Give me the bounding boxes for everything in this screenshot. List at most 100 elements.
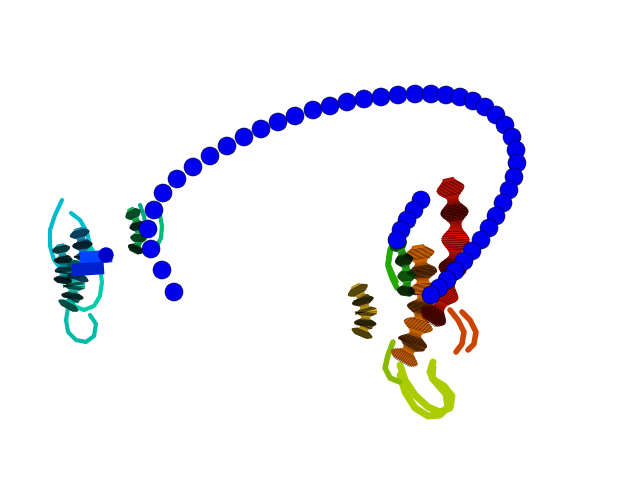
Polygon shape — [352, 328, 372, 338]
Polygon shape — [57, 276, 69, 278]
Polygon shape — [52, 247, 70, 252]
Polygon shape — [59, 265, 68, 267]
Polygon shape — [351, 283, 361, 289]
Polygon shape — [348, 286, 367, 296]
Polygon shape — [437, 283, 457, 293]
Polygon shape — [412, 316, 428, 320]
Polygon shape — [414, 315, 427, 319]
Polygon shape — [401, 285, 412, 288]
Polygon shape — [392, 237, 399, 241]
Polygon shape — [355, 312, 376, 314]
Polygon shape — [75, 268, 90, 273]
Polygon shape — [436, 184, 464, 193]
Polygon shape — [73, 264, 92, 268]
Polygon shape — [77, 271, 85, 275]
Polygon shape — [136, 231, 142, 233]
Polygon shape — [399, 287, 414, 290]
Polygon shape — [131, 237, 147, 240]
Circle shape — [472, 231, 490, 249]
Polygon shape — [407, 333, 422, 339]
Polygon shape — [129, 249, 140, 254]
Polygon shape — [56, 244, 65, 246]
Polygon shape — [131, 238, 147, 240]
Circle shape — [286, 107, 304, 125]
Polygon shape — [438, 267, 466, 275]
Polygon shape — [349, 287, 367, 296]
Polygon shape — [63, 285, 84, 289]
Polygon shape — [132, 227, 145, 230]
Polygon shape — [440, 282, 456, 290]
Polygon shape — [125, 209, 139, 216]
Polygon shape — [442, 177, 454, 181]
Polygon shape — [70, 272, 88, 280]
Polygon shape — [353, 300, 373, 305]
Polygon shape — [68, 279, 78, 281]
Polygon shape — [355, 328, 371, 335]
Polygon shape — [432, 287, 458, 300]
Polygon shape — [54, 279, 72, 283]
Polygon shape — [412, 283, 435, 287]
Polygon shape — [358, 319, 372, 320]
Polygon shape — [415, 298, 431, 302]
Polygon shape — [352, 329, 372, 338]
Circle shape — [154, 184, 172, 202]
Polygon shape — [64, 296, 80, 303]
Polygon shape — [134, 242, 143, 243]
Polygon shape — [79, 250, 88, 252]
Polygon shape — [60, 261, 79, 267]
Polygon shape — [396, 256, 412, 261]
Polygon shape — [76, 271, 85, 275]
Polygon shape — [130, 222, 145, 227]
Polygon shape — [65, 292, 81, 295]
Polygon shape — [410, 245, 428, 250]
Polygon shape — [432, 292, 456, 303]
Circle shape — [168, 170, 186, 188]
Polygon shape — [360, 325, 369, 330]
Polygon shape — [73, 267, 92, 271]
Polygon shape — [390, 241, 407, 250]
Circle shape — [496, 116, 514, 134]
Circle shape — [422, 85, 440, 103]
Polygon shape — [133, 218, 140, 221]
Polygon shape — [67, 298, 76, 303]
Polygon shape — [413, 300, 433, 304]
Polygon shape — [404, 252, 435, 258]
Polygon shape — [128, 245, 143, 253]
Polygon shape — [79, 260, 88, 263]
Polygon shape — [403, 284, 411, 286]
Polygon shape — [134, 233, 143, 235]
Polygon shape — [76, 263, 90, 266]
Polygon shape — [421, 310, 444, 326]
Polygon shape — [131, 222, 143, 226]
Polygon shape — [391, 242, 407, 251]
Polygon shape — [57, 262, 70, 263]
Polygon shape — [398, 337, 427, 348]
Polygon shape — [70, 230, 89, 236]
Polygon shape — [133, 243, 141, 248]
Polygon shape — [399, 272, 414, 274]
Polygon shape — [58, 266, 70, 268]
Polygon shape — [415, 277, 431, 280]
Polygon shape — [74, 255, 94, 259]
Polygon shape — [74, 227, 83, 230]
Polygon shape — [73, 242, 92, 245]
Polygon shape — [56, 261, 70, 263]
Polygon shape — [131, 216, 139, 220]
Polygon shape — [401, 340, 420, 351]
Polygon shape — [360, 315, 372, 317]
Polygon shape — [358, 303, 369, 307]
Polygon shape — [444, 278, 457, 283]
Polygon shape — [392, 236, 399, 240]
Circle shape — [142, 240, 160, 258]
Polygon shape — [74, 264, 92, 268]
Polygon shape — [67, 288, 81, 290]
Polygon shape — [417, 297, 430, 300]
Polygon shape — [398, 249, 405, 253]
Polygon shape — [59, 273, 68, 275]
Polygon shape — [131, 244, 142, 250]
Circle shape — [446, 262, 464, 280]
Polygon shape — [71, 232, 89, 238]
Polygon shape — [55, 280, 70, 283]
Polygon shape — [356, 328, 370, 334]
Polygon shape — [392, 243, 406, 251]
